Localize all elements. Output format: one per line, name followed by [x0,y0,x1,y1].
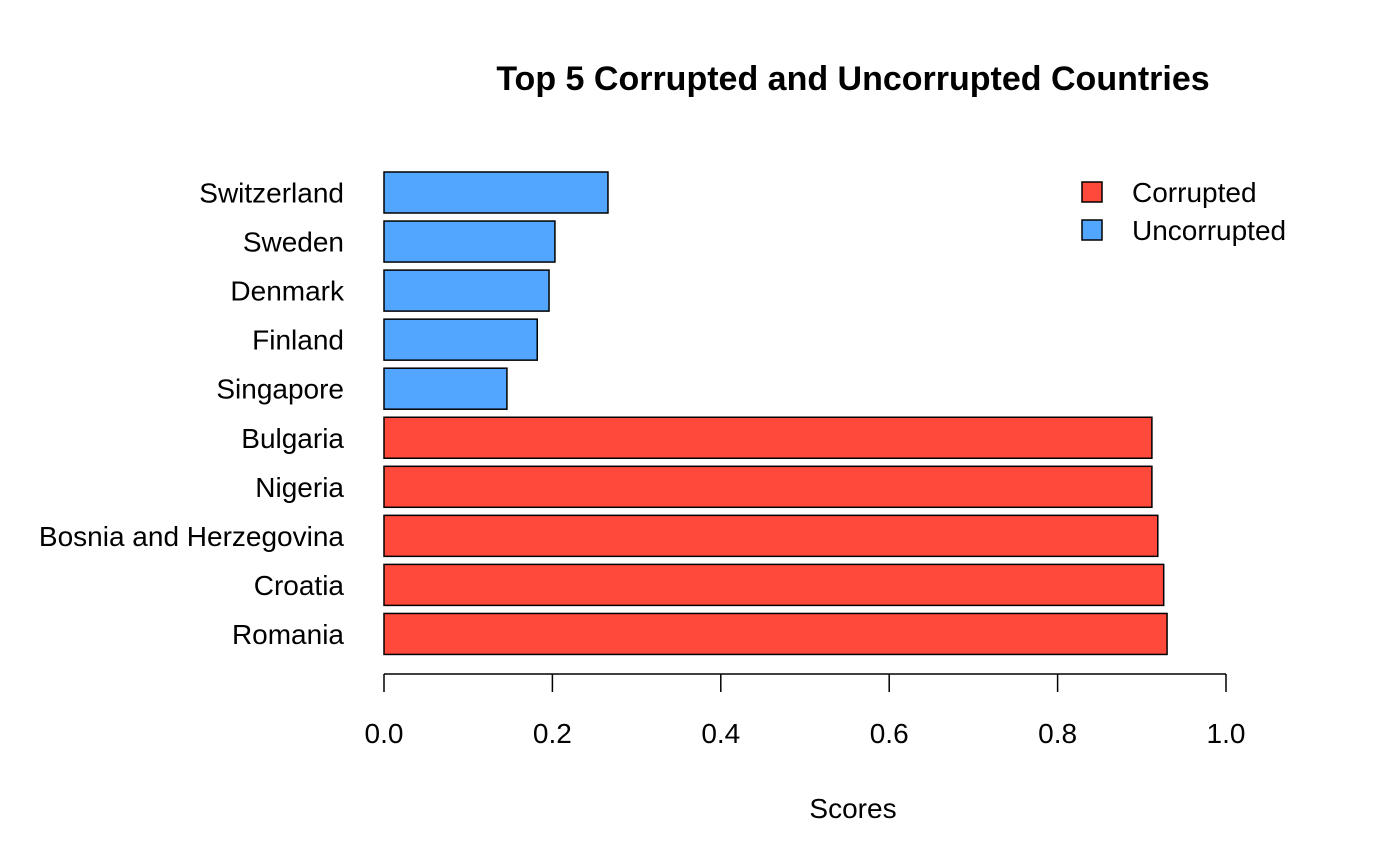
bar-croatia [383,563,1165,607]
category-label-sweden: Sweden [243,227,344,258]
x-axis-label: Scores [809,793,896,824]
chart-title: Top 5 Corrupted and Uncorrupted Countrie… [496,60,1209,98]
bars-group [383,171,1168,656]
category-label-nigeria: Nigeria [255,472,344,503]
x-tick-label-0: 0.0 [365,718,404,749]
x-tick-label-4: 0.8 [1038,718,1077,749]
bar-bulgaria [383,416,1153,459]
bar-denmark [383,269,550,312]
bar-singapore [383,367,508,410]
x-axis: 0.0 0.2 0.4 0.6 0.8 1.0 [365,673,1246,749]
legend-swatch-uncorrupted [1081,219,1103,241]
category-label-bulgaria: Bulgaria [241,423,344,454]
category-label-bosnia-and-herzegovina: Bosnia and Herzegovina [39,521,345,552]
legend-label-corrupted: Corrupted [1132,177,1257,208]
bar-bosnia-and-herzegovina [383,514,1159,558]
x-tick-label-3: 0.6 [870,718,909,749]
x-tick-label-2: 0.4 [701,718,740,749]
bar-finland [383,318,538,361]
category-labels: Switzerland Sweden Denmark Finland Singapore… [39,178,345,650]
category-label-croatia: Croatia [254,570,345,601]
category-label-switzerland: Switzerland [199,178,344,209]
category-label-singapore: Singapore [216,374,344,405]
bar-romania [383,612,1168,656]
category-label-denmark: Denmark [230,276,345,307]
bar-switzerland [383,171,609,214]
bar-sweden [383,220,556,263]
category-label-finland: Finland [252,325,344,356]
legend: Corrupted Uncorrupted [1081,177,1286,246]
bar-nigeria [383,465,1153,509]
legend-label-uncorrupted: Uncorrupted [1132,215,1286,246]
legend-swatch-corrupted [1081,181,1103,203]
category-label-romania: Romania [232,619,344,650]
x-tick-label-1: 0.2 [533,718,572,749]
x-tick-label-5: 1.0 [1207,718,1246,749]
